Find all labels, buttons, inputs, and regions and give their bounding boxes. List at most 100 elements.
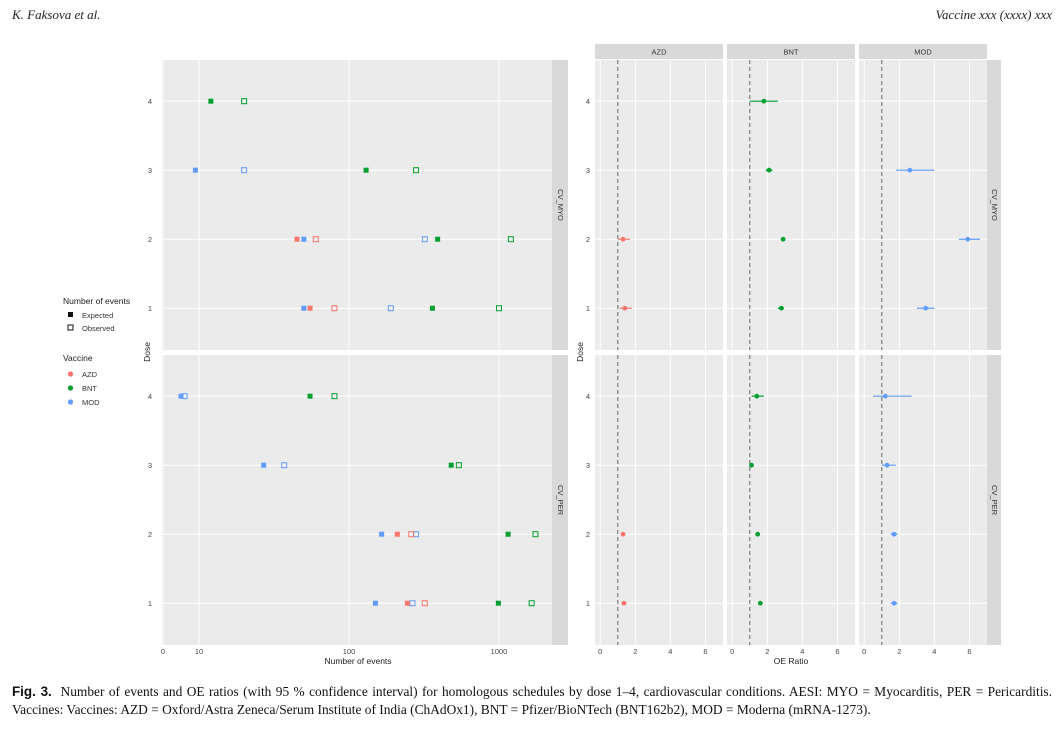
observed-point-bnt bbox=[507, 236, 514, 243]
expected-point-mod bbox=[301, 236, 307, 242]
observed-point-mod bbox=[281, 462, 288, 469]
oe-point-mod bbox=[907, 167, 913, 173]
expected-point-bnt bbox=[307, 393, 313, 399]
legend-label-observed: Observed bbox=[82, 324, 115, 333]
oe-row-strip-cv_per bbox=[987, 355, 1001, 645]
column-strip-bnt bbox=[727, 44, 855, 59]
expected-point-mod bbox=[261, 462, 267, 468]
observed-point-mod bbox=[181, 393, 188, 400]
x-axis-title-events: Number of events bbox=[324, 656, 391, 666]
expected-point-bnt bbox=[429, 305, 435, 311]
oe-point-bnt bbox=[757, 600, 763, 606]
observed-point-bnt bbox=[496, 305, 502, 312]
oe-y-tick-label: 3 bbox=[586, 461, 590, 470]
legend-key-bnt bbox=[67, 385, 74, 391]
y-tick-label: 4 bbox=[148, 97, 152, 106]
figure-caption: Fig. 3. Number of events and OE ratios (… bbox=[12, 683, 1052, 719]
observed-point-azd bbox=[408, 531, 415, 538]
oe-x-tick-label: 6 bbox=[835, 647, 839, 656]
oe-panel-bnt-cv_per bbox=[727, 355, 855, 645]
y-axis-title-dose-oe: Dose bbox=[575, 342, 585, 362]
oe-point-mod bbox=[882, 393, 888, 399]
facet-strip-cv_myo bbox=[552, 60, 568, 350]
oe-panel-mod-cv_per bbox=[859, 355, 987, 645]
oe-x-tick-label: 4 bbox=[932, 647, 936, 656]
oe-panel-bnt-cv_myo bbox=[727, 60, 855, 350]
expected-point-bnt bbox=[448, 462, 454, 468]
oe-point-mod bbox=[891, 531, 897, 537]
oe-x-tick-label: 0 bbox=[730, 647, 734, 656]
expected-point-mod bbox=[192, 167, 198, 173]
caption-text: Number of events and OE ratios (with 95 … bbox=[12, 684, 1052, 717]
oe-point-azd bbox=[622, 305, 628, 311]
observed-point-azd bbox=[421, 600, 428, 607]
expected-point-bnt bbox=[363, 167, 369, 173]
oe-row-strip-cv_myo bbox=[987, 60, 1001, 350]
oe-x-tick-label: 0 bbox=[862, 647, 866, 656]
left-panel-cv_myo bbox=[162, 60, 552, 350]
oe-point-azd bbox=[620, 236, 626, 242]
legend-label-mod: MOD bbox=[82, 398, 100, 407]
oe-y-tick-label: 1 bbox=[586, 599, 590, 608]
observed-point-bnt bbox=[241, 98, 248, 105]
legend-label-azd: AZD bbox=[82, 370, 98, 379]
y-tick-label: 3 bbox=[148, 166, 152, 175]
legend-key-observed bbox=[67, 324, 74, 331]
expected-point-bnt bbox=[505, 531, 511, 537]
expected-point-mod bbox=[301, 305, 307, 311]
oe-y-tick-label: 1 bbox=[586, 304, 590, 313]
oe-point-mod bbox=[923, 305, 929, 311]
oe-y-tick-label: 2 bbox=[586, 530, 590, 539]
expected-point-azd bbox=[394, 531, 400, 537]
oe-y-tick-label: 2 bbox=[586, 235, 590, 244]
observed-point-mod bbox=[387, 305, 394, 312]
observed-point-bnt bbox=[528, 600, 535, 607]
caption-label: Fig. 3. bbox=[12, 684, 52, 699]
oe-point-azd bbox=[621, 600, 627, 606]
x-tick-label: 10 bbox=[195, 647, 203, 656]
y-tick-label: 1 bbox=[148, 599, 152, 608]
oe-panel-azd-cv_per bbox=[595, 355, 723, 645]
column-label-mod: MOD bbox=[914, 48, 932, 57]
column-strip-azd bbox=[595, 44, 723, 59]
legend-key-azd bbox=[67, 371, 74, 377]
oe-point-mod bbox=[965, 236, 971, 242]
legend-label-bnt: BNT bbox=[82, 384, 97, 393]
oe-point-bnt bbox=[754, 393, 760, 399]
y-tick-label: 1 bbox=[148, 304, 152, 313]
legend-label-expected: Expected bbox=[82, 311, 113, 320]
oe-panel-azd-cv_myo bbox=[595, 60, 723, 350]
column-label-azd: AZD bbox=[652, 48, 668, 57]
y-axis-title-dose: Dose bbox=[142, 342, 152, 362]
column-strip-mod bbox=[859, 44, 987, 59]
facet-label-cv_per: CV_PER bbox=[556, 485, 565, 516]
y-tick-label: 2 bbox=[148, 530, 152, 539]
legend-key-mod bbox=[67, 399, 74, 405]
facet-strip-cv_per bbox=[552, 355, 568, 645]
oe-point-azd bbox=[620, 531, 626, 537]
oe-x-tick-label: 0 bbox=[598, 647, 602, 656]
observed-point-bnt bbox=[455, 462, 462, 469]
y-tick-label: 4 bbox=[148, 392, 152, 401]
oe-x-tick-label: 4 bbox=[800, 647, 804, 656]
oe-row-label-cv_per: CV_PER bbox=[990, 485, 999, 516]
oe-x-tick-label: 2 bbox=[765, 647, 769, 656]
legend-title-vaccine: Vaccine bbox=[63, 353, 93, 363]
observed-point-mod bbox=[421, 236, 428, 243]
oe-point-mod bbox=[884, 462, 890, 468]
oe-point-bnt bbox=[761, 98, 767, 104]
x-tick-label: 100 bbox=[343, 647, 356, 656]
y-tick-label: 2 bbox=[148, 235, 152, 244]
observed-point-bnt bbox=[331, 393, 338, 400]
expected-point-mod bbox=[379, 531, 385, 537]
observed-point-mod bbox=[241, 167, 248, 174]
oe-point-bnt bbox=[766, 167, 772, 173]
expected-point-azd bbox=[404, 600, 410, 606]
running-header-authors: K. Faksova et al. bbox=[12, 7, 101, 22]
oe-panel-mod-cv_myo bbox=[859, 60, 987, 350]
column-label-bnt: BNT bbox=[784, 48, 799, 57]
expected-point-mod bbox=[178, 393, 184, 399]
oe-x-tick-label: 6 bbox=[967, 647, 971, 656]
y-tick-label: 3 bbox=[148, 461, 152, 470]
